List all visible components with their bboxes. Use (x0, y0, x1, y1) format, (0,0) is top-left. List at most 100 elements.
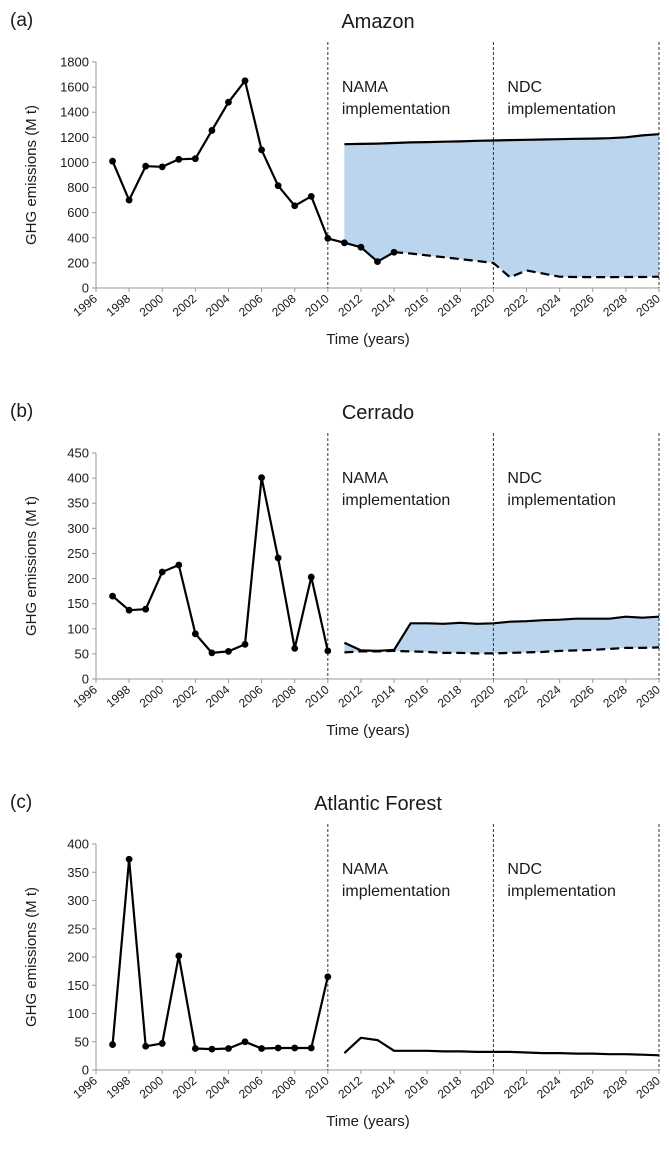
data-point (208, 1045, 216, 1053)
x-tick-label: 2002 (170, 291, 200, 319)
series-line-solid (343, 615, 660, 652)
chart-title: Amazon (341, 11, 414, 33)
period-annotation: implementation (507, 492, 615, 509)
data-point (175, 155, 183, 163)
data-point (109, 592, 116, 600)
x-tick-label: 2016 (402, 291, 432, 319)
y-tick-label: 1800 (60, 55, 89, 70)
x-tick-label: 2010 (302, 1073, 332, 1101)
x-tick-label: 2014 (369, 291, 399, 319)
data-point (125, 196, 133, 204)
series-line-dashed (344, 646, 660, 655)
x-tick-label: 2010 (302, 291, 332, 319)
y-tick-label: 150 (67, 978, 89, 993)
x-tick-label: 2006 (236, 291, 266, 319)
series-line-markers (111, 476, 329, 654)
period-annotation: implementation (507, 101, 615, 118)
y-tick-label: 1600 (60, 80, 89, 95)
x-axis-label: Time (years) (326, 1113, 410, 1130)
data-point (340, 239, 348, 247)
period-annotation: implementation (342, 883, 451, 900)
data-point (109, 157, 116, 165)
period-annotation: implementation (507, 883, 615, 900)
data-point (109, 1041, 116, 1048)
x-tick-label: 2012 (335, 682, 365, 710)
data-point (191, 630, 199, 638)
data-point (258, 1045, 265, 1052)
x-tick-label: 2020 (468, 682, 498, 710)
x-tick-label: 2028 (600, 1073, 630, 1101)
x-tick-label: 2022 (501, 1073, 531, 1101)
data-point (307, 1044, 315, 1052)
x-axis-label: Time (years) (326, 331, 410, 348)
y-tick-label: 1400 (60, 105, 89, 120)
data-point (241, 640, 249, 648)
x-tick-label: 2016 (402, 682, 432, 710)
data-point (158, 1040, 166, 1047)
y-tick-label: 300 (67, 893, 89, 908)
y-tick-label: 350 (67, 865, 89, 880)
data-point (225, 1045, 232, 1052)
x-tick-label: 2028 (600, 291, 630, 319)
x-tick-label: 2002 (170, 682, 200, 710)
y-tick-label: 600 (67, 205, 89, 220)
x-tick-label: 2016 (402, 1073, 432, 1101)
data-point (125, 855, 133, 863)
x-tick-label: 2012 (335, 1073, 365, 1101)
data-point (307, 573, 315, 581)
x-axis-label: Time (years) (326, 722, 410, 739)
y-tick-label: 50 (75, 646, 89, 661)
y-tick-label: 200 (67, 255, 89, 270)
chart-panel-cerrado: (b) Cerrado 0 50 100 150 200 250 300 350 400 450 199… (10, 401, 663, 739)
y-tick-label: 0 (82, 281, 89, 296)
y-tick-label: 150 (67, 596, 89, 611)
data-point (357, 243, 365, 251)
data-point (191, 1045, 199, 1052)
x-tick-label: 2002 (170, 1073, 200, 1101)
panel-label: (a) (10, 10, 33, 31)
series-line-solid (344, 133, 660, 146)
x-tick-label: 2020 (468, 291, 498, 319)
x-tick-label: 2024 (534, 682, 564, 710)
x-tick-label: 2022 (501, 682, 531, 710)
x-tick-label: 2026 (567, 1073, 597, 1101)
data-point (390, 248, 398, 256)
y-tick-label: 0 (82, 672, 89, 687)
y-tick-label: 250 (67, 921, 89, 936)
x-tick-label: 2004 (203, 291, 233, 319)
data-point (142, 605, 150, 613)
data-point (175, 952, 183, 960)
data-point (258, 474, 265, 482)
panel-label: (c) (10, 792, 32, 813)
x-tick-label: 1998 (104, 291, 134, 319)
x-tick-label: 1996 (70, 1073, 100, 1101)
chart-panel-atlantic-forest: (c) Atlantic Forest 0 50 100 150 200 250 300 350 4… (10, 792, 663, 1130)
period-annotation: NDC (507, 861, 542, 878)
x-tick-label: 2014 (369, 682, 399, 710)
x-tick-label: 2014 (369, 1073, 399, 1101)
period-annotation: NAMA (342, 79, 389, 96)
data-point (274, 554, 282, 562)
period-annotation: NDC (507, 79, 542, 96)
shaded-area (344, 134, 659, 278)
y-axis-label: GHG emissions (M t) (23, 887, 40, 1027)
x-tick-label: 2020 (468, 1073, 498, 1101)
x-tick-label: 2030 (633, 682, 663, 710)
x-tick-label: 2012 (335, 291, 365, 319)
data-point (291, 644, 299, 652)
x-tick-label: 2018 (435, 291, 465, 319)
x-tick-label: 2026 (567, 291, 597, 319)
y-tick-label: 1000 (60, 155, 89, 170)
period-annotation: implementation (342, 101, 451, 118)
period-annotation: NAMA (342, 861, 389, 878)
x-tick-label: 2000 (137, 291, 167, 319)
x-tick-label: 2030 (633, 1073, 663, 1101)
y-tick-label: 300 (67, 521, 89, 536)
x-tick-label: 2000 (137, 1073, 167, 1101)
data-point (291, 1044, 299, 1052)
x-tick-label: 1998 (104, 682, 134, 710)
data-point (324, 647, 332, 655)
period-annotation: implementation (342, 492, 451, 509)
data-point (191, 155, 199, 163)
